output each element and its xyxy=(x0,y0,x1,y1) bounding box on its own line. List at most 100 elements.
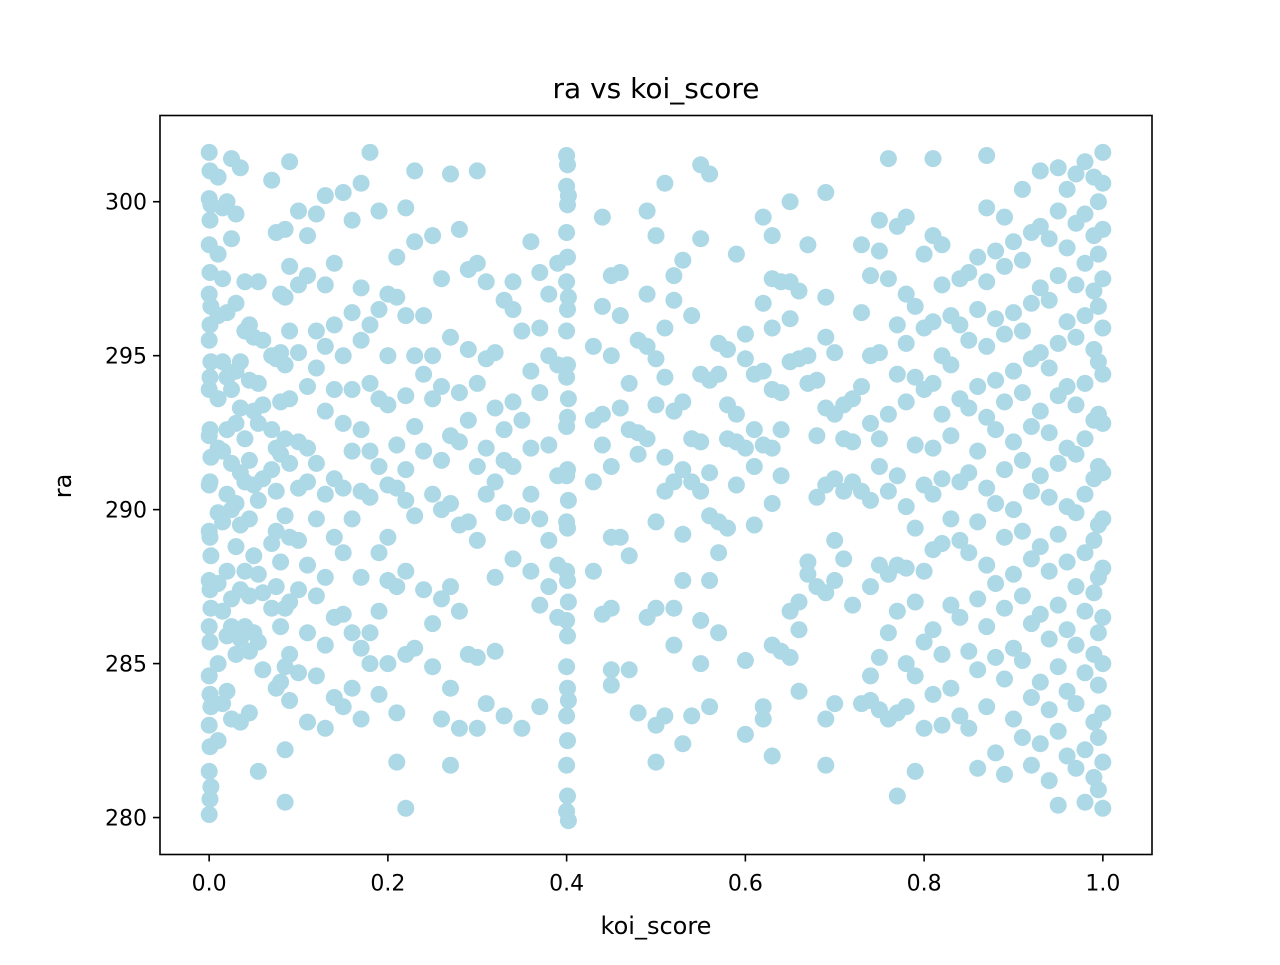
data-point xyxy=(263,347,281,365)
data-point xyxy=(978,618,996,636)
data-point xyxy=(559,301,576,318)
data-point xyxy=(790,621,808,639)
data-point xyxy=(629,331,647,349)
data-point xyxy=(231,516,249,534)
data-point xyxy=(969,248,987,266)
data-point xyxy=(951,707,969,725)
data-point xyxy=(736,325,754,343)
data-point xyxy=(906,519,924,537)
data-point xyxy=(352,421,370,439)
data-point xyxy=(370,544,388,562)
data-point xyxy=(1089,516,1107,534)
data-point xyxy=(969,301,987,318)
data-point xyxy=(272,393,290,411)
data-point xyxy=(406,418,424,435)
data-point xyxy=(870,430,888,448)
data-point xyxy=(906,667,924,685)
data-point xyxy=(906,436,924,454)
data-point xyxy=(201,264,219,281)
data-point xyxy=(1089,297,1107,315)
data-point xyxy=(978,199,996,217)
data-point xyxy=(620,374,638,392)
data-point xyxy=(290,664,307,682)
data-point xyxy=(1013,587,1031,605)
data-point xyxy=(276,599,294,617)
data-point xyxy=(996,208,1013,226)
data-point xyxy=(477,695,495,713)
data-point xyxy=(290,479,307,497)
data-point xyxy=(763,319,781,337)
data-point xyxy=(924,150,942,168)
data-point xyxy=(584,473,602,491)
data-point xyxy=(477,350,495,368)
data-point xyxy=(593,436,611,454)
data-point xyxy=(763,227,781,245)
data-point xyxy=(325,528,343,546)
data-point xyxy=(442,756,459,774)
data-point xyxy=(915,476,933,494)
data-point xyxy=(584,562,602,580)
data-point xyxy=(844,596,862,614)
x-tick-label: 1.0 xyxy=(1085,872,1120,897)
data-point xyxy=(531,510,549,528)
data-point xyxy=(202,547,220,565)
data-point xyxy=(915,319,933,337)
data-point xyxy=(1013,384,1031,402)
data-point xyxy=(200,806,218,823)
data-point xyxy=(558,322,576,340)
data-point xyxy=(781,353,799,371)
data-point xyxy=(1076,430,1094,448)
data-point xyxy=(236,322,254,340)
data-point xyxy=(736,350,754,368)
data-point xyxy=(674,461,692,479)
data-point xyxy=(647,350,665,368)
data-point xyxy=(620,421,638,439)
data-point xyxy=(495,707,513,725)
data-point xyxy=(897,285,915,303)
data-point xyxy=(951,473,969,491)
data-point xyxy=(665,636,683,654)
data-point xyxy=(415,581,433,599)
data-point xyxy=(558,368,576,386)
data-point xyxy=(1005,304,1022,322)
data-point xyxy=(290,433,307,451)
data-point xyxy=(267,578,285,596)
data-point xyxy=(240,451,258,469)
data-point xyxy=(559,787,576,805)
data-point xyxy=(906,762,924,780)
data-point xyxy=(276,658,294,676)
data-point xyxy=(951,531,969,549)
data-point xyxy=(593,297,611,315)
data-point xyxy=(996,325,1013,343)
data-point xyxy=(665,402,683,420)
data-point xyxy=(1013,522,1031,540)
data-point xyxy=(906,297,924,315)
data-point xyxy=(249,273,267,291)
data-point xyxy=(549,467,567,485)
data-point xyxy=(299,556,316,574)
data-point xyxy=(933,716,951,734)
data-point xyxy=(290,202,307,220)
data-point xyxy=(214,602,232,620)
data-point xyxy=(240,371,258,389)
data-point xyxy=(223,501,240,519)
data-point xyxy=(1040,562,1058,580)
data-point xyxy=(710,334,728,352)
data-point xyxy=(1031,402,1049,420)
data-point xyxy=(370,202,388,220)
data-point xyxy=(969,661,987,679)
data-point xyxy=(763,636,781,654)
data-point xyxy=(817,399,835,417)
data-point xyxy=(888,217,906,235)
data-point xyxy=(263,535,281,552)
data-point xyxy=(799,565,817,583)
data-point xyxy=(674,251,692,269)
data-point xyxy=(987,495,1005,512)
data-point xyxy=(201,211,219,229)
data-point xyxy=(1085,584,1103,602)
data-point xyxy=(334,544,352,562)
data-point xyxy=(202,778,220,796)
data-point xyxy=(307,205,325,223)
data-point xyxy=(1058,180,1076,198)
data-point xyxy=(1067,328,1085,346)
